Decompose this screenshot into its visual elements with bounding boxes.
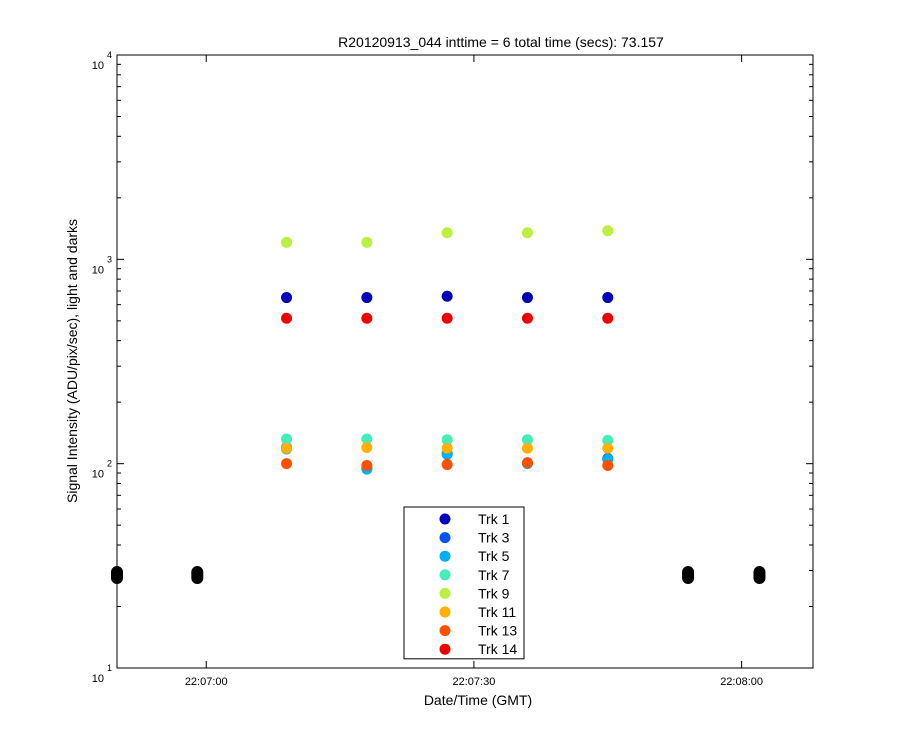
x-tick-label: 22:08:00 — [720, 676, 763, 688]
y-tick-label: 10 — [92, 60, 104, 72]
data-point — [441, 442, 453, 454]
legend-marker — [439, 550, 451, 562]
x-axis-label: Date/Time (GMT) — [424, 692, 532, 708]
legend-box — [403, 506, 525, 660]
y-tick-label: 10 — [92, 264, 104, 276]
data-point — [361, 433, 373, 445]
legend-label: Trk 1 — [478, 511, 510, 527]
data-point — [521, 442, 533, 454]
data-point — [361, 312, 373, 324]
legend-marker — [439, 513, 451, 525]
data-point — [602, 459, 614, 471]
data-point — [521, 292, 533, 304]
x-tick-label: 22:07:00 — [185, 676, 228, 688]
data-point — [281, 292, 293, 304]
y-tick-label-exponent: 2 — [107, 459, 112, 469]
data-point — [441, 434, 453, 446]
dark-frame-point — [753, 566, 766, 585]
data-point — [281, 312, 293, 324]
data-point — [602, 312, 614, 324]
legend-marker — [439, 587, 451, 599]
dark-frame-point — [191, 566, 204, 585]
data-point — [521, 457, 533, 469]
data-point — [602, 225, 614, 237]
data-point — [441, 459, 453, 471]
legend-marker — [439, 569, 451, 581]
legend-marker — [439, 532, 451, 544]
legend-label: Trk 7 — [478, 567, 510, 583]
legend-marker — [439, 606, 451, 618]
legend-marker — [439, 643, 451, 655]
data-point — [521, 434, 533, 446]
data-point — [441, 290, 453, 302]
legend-label: Trk 9 — [478, 585, 510, 601]
data-point — [361, 292, 373, 304]
data-point — [602, 292, 614, 304]
y-tick-label: 10 — [92, 673, 104, 685]
y-tick-label-exponent: 4 — [107, 50, 112, 60]
data-point — [361, 459, 373, 471]
data-point — [521, 312, 533, 324]
y-axis-label: Signal Intensity (ADU/pix/sec), light an… — [64, 219, 80, 503]
data-points — [111, 225, 766, 585]
data-point — [281, 458, 293, 470]
legend-label: Trk 13 — [478, 623, 517, 639]
y-tick-label-exponent: 3 — [107, 254, 112, 264]
dark-frame-point — [682, 566, 695, 585]
data-point — [602, 434, 614, 446]
data-point — [361, 236, 373, 248]
data-point — [521, 227, 533, 239]
data-point — [281, 433, 293, 445]
data-point — [441, 312, 453, 324]
data-point — [441, 227, 453, 239]
legend-label: Trk 5 — [478, 548, 510, 564]
data-point — [361, 441, 373, 453]
data-point — [281, 236, 293, 248]
data-point — [602, 442, 614, 454]
legend-label: Trk 11 — [478, 604, 516, 620]
y-tick-label: 10 — [92, 469, 104, 481]
legend-label: Trk 14 — [478, 641, 517, 657]
x-tick-label: 22:07:30 — [453, 676, 496, 688]
legend: Trk 1 Trk 3 Trk 5 Trk 7 Trk 9 Trk 11 Trk 13 Trk… — [403, 506, 525, 660]
data-point — [281, 442, 293, 454]
legend-label: Trk 3 — [478, 530, 510, 546]
chart-title: R20120913_044 inttime = 6 total time (se… — [338, 34, 664, 50]
y-tick-label-exponent: 1 — [107, 663, 112, 673]
plot-frame — [116, 54, 814, 669]
legend-marker — [439, 625, 451, 637]
